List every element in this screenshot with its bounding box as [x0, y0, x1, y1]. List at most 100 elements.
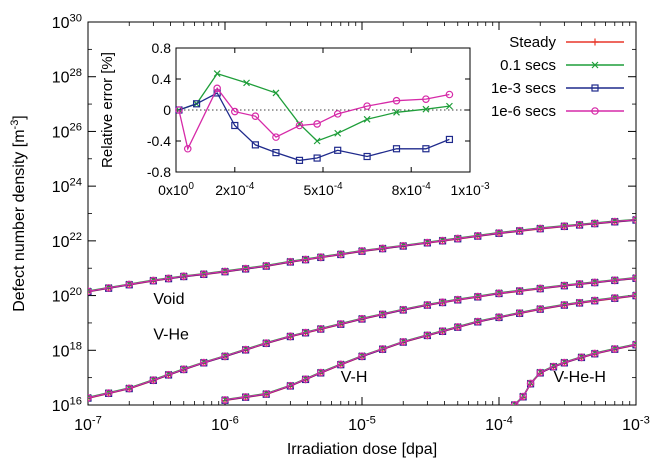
inset-data-point [313, 137, 321, 145]
inset-data-point [392, 145, 401, 153]
data-point [316, 253, 325, 261]
data-point [221, 267, 229, 276]
data-point [515, 226, 524, 235]
data-point [423, 331, 432, 339]
inset-series-line-0-1-secs [178, 72, 450, 142]
inset-data-point [213, 70, 221, 77]
data-point [632, 274, 636, 282]
data-point [632, 340, 636, 349]
data-point [511, 401, 519, 405]
data-point [358, 314, 366, 323]
data-point [536, 284, 545, 293]
data-point [536, 224, 545, 233]
x-tick-label: 10-6 [211, 414, 239, 434]
inset-x-tick-label: 1x10-3 [450, 181, 490, 198]
data-point [104, 389, 113, 397]
data-point [560, 281, 569, 290]
inset-series-line-1e-3-secs [178, 92, 450, 162]
inset-data-point [334, 146, 342, 154]
data-point [199, 270, 208, 278]
data-point [241, 393, 250, 401]
data-point [575, 280, 584, 288]
inset-data-point [251, 112, 260, 121]
data-point [88, 393, 92, 402]
legend-label: 1e-3 secs [491, 80, 556, 97]
x-tick-label: 10-5 [348, 414, 376, 434]
data-point [610, 294, 619, 302]
inset-data-point [295, 121, 304, 130]
data-point [286, 332, 295, 341]
inset-y-tick-label: 0.8 [152, 40, 172, 56]
data-point [536, 368, 545, 377]
data-point [301, 328, 310, 337]
inset-y-tick-label: -0.8 [147, 164, 171, 180]
data-point [590, 296, 599, 305]
data-point [262, 390, 271, 398]
data-point [473, 292, 482, 301]
data-point [453, 295, 462, 304]
inset-x-tick-label: 0x100 [158, 181, 194, 198]
data-point [88, 394, 92, 402]
data-point [632, 291, 636, 300]
data-point [262, 339, 271, 347]
y-tick-label: 1018 [52, 341, 82, 361]
series-line-void-1e-6-secs [88, 219, 636, 292]
inset-data-point [183, 144, 192, 153]
inset-data-point [295, 156, 304, 164]
curve-label: Void [153, 291, 184, 308]
legend-marker [591, 84, 599, 92]
data-point [515, 309, 524, 317]
data-point [495, 229, 503, 237]
inset-data-point [363, 115, 371, 123]
data-point [519, 392, 527, 401]
data-point [378, 345, 387, 353]
data-point [590, 219, 599, 228]
legend-label: 0.1 secs [500, 57, 556, 74]
inset-data-point [363, 102, 371, 110]
inset-x-tick-label: 8x10-4 [392, 181, 432, 198]
data-point [610, 276, 619, 284]
curve-label: V-He [153, 326, 189, 343]
data-point [149, 276, 158, 285]
legend: Steady 0.1 secs 1e-3 secs 1e-6 secs [491, 34, 624, 120]
data-point [241, 264, 250, 273]
data-point [301, 255, 310, 264]
data-point [473, 317, 482, 326]
legend-label: 1e-6 secs [491, 103, 556, 120]
data-point [221, 396, 229, 404]
data-point [560, 358, 569, 367]
data-point [358, 247, 366, 255]
data-point [438, 236, 447, 245]
data-point [336, 360, 345, 369]
x-axis-label: Irradiation dose [dpa] [287, 441, 437, 458]
series-line-v-he-h-1e-6-secs [514, 343, 636, 405]
legend-label: Steady [509, 34, 556, 51]
inset-data-point [363, 152, 371, 161]
data-point [378, 244, 387, 253]
y-tick-label: 1026 [52, 122, 82, 142]
x-tick-label: 10-4 [485, 414, 513, 434]
data-point [438, 327, 447, 335]
data-point [575, 220, 584, 229]
main-data [88, 215, 636, 405]
data-point [453, 234, 462, 243]
data-point [316, 324, 325, 333]
data-point [526, 379, 535, 388]
data-point [104, 284, 113, 292]
y-tick-label: 1016 [52, 395, 82, 415]
inset-data-point [445, 102, 453, 110]
data-point [536, 305, 545, 313]
series-line-v-h-1e-6-secs [224, 294, 636, 401]
inset-x-tick-label: 5x10-4 [303, 181, 343, 198]
inset-data-point [272, 89, 280, 97]
y-axis-label: Defect number density [m-3] [9, 115, 28, 312]
data-point [241, 345, 250, 354]
data-point [495, 313, 503, 321]
data-point [590, 349, 599, 358]
inset-data-point [272, 133, 280, 141]
data-point [560, 301, 569, 309]
inset-data-point [393, 108, 400, 116]
inset-data-point [313, 154, 321, 162]
data-point [301, 375, 310, 383]
